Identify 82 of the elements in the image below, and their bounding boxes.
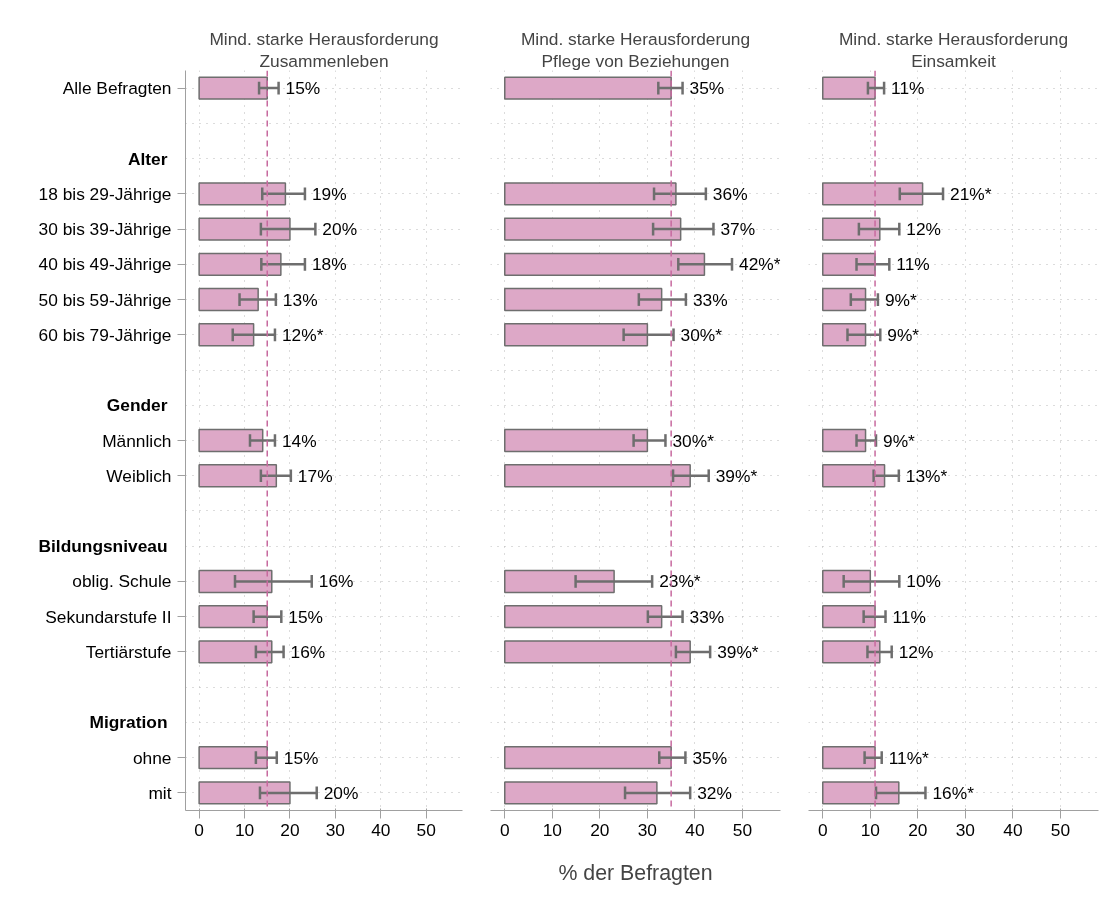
data-label: 11% — [892, 606, 926, 627]
x-tick-label: 20 — [280, 819, 300, 840]
bar — [822, 745, 876, 770]
y-tick-label: Männlich — [102, 430, 172, 451]
chart-subtitle: Einsamkeit — [911, 50, 997, 71]
data-label: 33% — [689, 606, 725, 627]
data-label: 21%* — [950, 183, 992, 204]
data-label: 37% — [720, 219, 756, 240]
y-tick-label: 18 bis 29-Jährige — [38, 183, 172, 204]
x-tick-label: 0 — [194, 819, 204, 840]
y-tick-label: 60 bis 79-Jährige — [38, 324, 172, 345]
y-tick-label: oblig. Schule — [72, 571, 172, 592]
chart-title: Mind. starke Herausforderung — [838, 28, 1069, 49]
data-label: 13% — [282, 289, 318, 310]
data-label: 30%* — [672, 430, 715, 451]
data-label: 11%* — [888, 747, 930, 768]
x-tick-label: 50 — [1050, 819, 1071, 840]
chart-subtitle: Pflege von Beziehungen — [541, 50, 730, 71]
chart-title: Mind. starke Herausforderung — [520, 28, 751, 49]
data-label: 9%* — [887, 324, 920, 345]
x-tick-label: 10 — [234, 819, 255, 840]
data-label: 11% — [896, 254, 930, 275]
y-tick-label: Bildungsniveau — [38, 536, 168, 557]
y-tick-label: 40 bis 49-Jährige — [38, 254, 172, 275]
y-tick-label: 50 bis 59-Jährige — [38, 289, 172, 310]
data-label: 15% — [288, 606, 323, 627]
x-tick-label: 0 — [817, 819, 828, 840]
data-label: 10% — [906, 571, 941, 592]
data-label: 16% — [290, 641, 326, 662]
x-tick-label: 0 — [499, 819, 510, 840]
y-tick-label: Alle Befragten — [62, 78, 172, 99]
data-label: 16% — [318, 571, 354, 592]
y-tick-label: Tertiärstufe — [85, 641, 172, 662]
x-tick-label: 40 — [685, 819, 705, 840]
data-label: 32% — [697, 782, 732, 803]
data-label: 12% — [906, 219, 941, 240]
data-label: 39%* — [715, 465, 758, 486]
data-label: 16%* — [932, 782, 975, 803]
data-label: 20% — [323, 782, 359, 803]
data-label: 33% — [692, 289, 728, 310]
x-tick-label: 50 — [416, 819, 436, 840]
x-tick-label: 50 — [732, 819, 753, 840]
chart-title: Mind. starke Herausforderung — [209, 28, 439, 49]
x-tick-label: 20 — [908, 819, 928, 840]
data-label: 11% — [891, 78, 925, 99]
y-tick-label: Alter — [128, 148, 168, 169]
data-label: 12% — [898, 641, 934, 662]
x-axis-title: % der Befragten — [558, 860, 713, 885]
x-tick-label: 30 — [637, 819, 658, 840]
x-tick-label: 10 — [542, 819, 562, 840]
data-label: 20% — [322, 219, 358, 240]
chart-subtitle: Zusammenleben — [259, 50, 389, 71]
data-label: 18% — [311, 254, 347, 275]
data-label: 23%* — [659, 571, 701, 592]
data-label: 36% — [712, 183, 748, 204]
y-tick-label: ohne — [132, 747, 172, 768]
y-tick-label: Sekundarstufe II — [45, 606, 172, 627]
y-tick-label: Migration — [89, 712, 168, 733]
y-tick-label: 30 bis 39-Jährige — [38, 219, 172, 240]
data-label: 35% — [692, 747, 728, 768]
data-label: 19% — [311, 183, 347, 204]
data-label: 30%* — [680, 324, 723, 345]
x-tick-label: 20 — [590, 819, 610, 840]
data-label: 13%* — [905, 465, 948, 486]
data-label: 15% — [283, 747, 319, 768]
data-label: 14% — [281, 430, 317, 451]
x-tick-label: 10 — [860, 819, 880, 840]
y-tick-label: Gender — [106, 395, 168, 416]
y-tick-label: mit — [148, 782, 172, 803]
x-tick-label: 30 — [325, 819, 345, 840]
data-label: 15% — [285, 78, 321, 99]
data-label: 42%* — [739, 254, 781, 275]
data-label: 35% — [689, 78, 725, 99]
data-label: 17% — [297, 465, 333, 486]
data-label: 39%* — [717, 641, 759, 662]
x-tick-label: 40 — [371, 819, 391, 840]
y-tick-label: Weiblich — [106, 465, 172, 486]
data-label: 12%* — [281, 324, 324, 345]
x-tick-label: 40 — [1003, 819, 1023, 840]
x-tick-label: 30 — [955, 819, 976, 840]
data-label: 9%* — [883, 430, 916, 451]
data-label: 9%* — [884, 289, 917, 310]
